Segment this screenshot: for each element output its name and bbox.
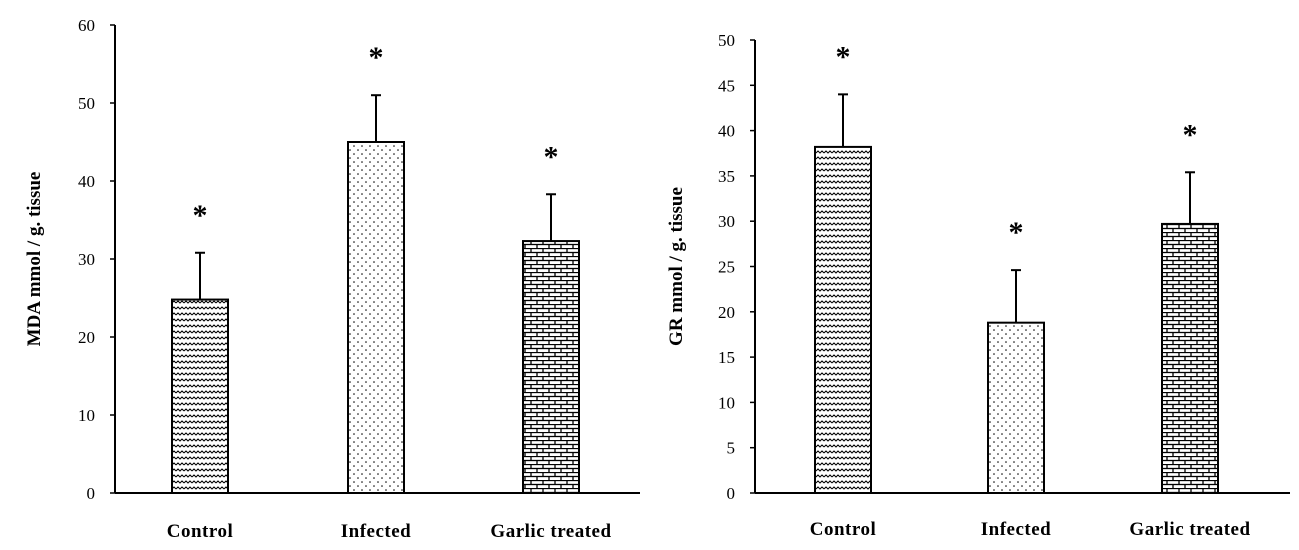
bar-garlic-treated [1161, 222, 1219, 494]
y-tick-label: 0 [87, 484, 96, 503]
y-tick-label: 40 [718, 122, 735, 141]
y-tick-label: 10 [718, 393, 735, 412]
category-label: Control [167, 521, 233, 542]
y-tick-label: 15 [718, 348, 735, 367]
bar-control [171, 298, 229, 494]
y-tick-label: 30 [78, 250, 95, 269]
significance-marker: * [1009, 216, 1024, 249]
significance-marker: * [369, 41, 384, 74]
significance-marker: * [544, 140, 559, 173]
y-tick-label: 25 [718, 258, 735, 277]
y-tick-label: 20 [78, 328, 95, 347]
category-label: Garlic treated [490, 521, 611, 542]
y-tick-label: 5 [727, 439, 736, 458]
y-tick-label: 45 [718, 76, 735, 95]
y-tick-label: 50 [78, 94, 95, 113]
bar-infected [347, 141, 405, 494]
y-tick-label: 0 [727, 484, 736, 503]
y-tick-label: 50 [718, 31, 735, 50]
category-label: Infected [981, 519, 1051, 540]
bar-control [814, 145, 872, 495]
bar-garlic-treated [522, 240, 580, 494]
y-tick-label: 35 [718, 167, 735, 186]
category-label: Garlic treated [1129, 519, 1250, 540]
y-axis-label: MDA mmol / g. tissue [24, 172, 45, 347]
y-tick-label: 60 [78, 16, 95, 35]
category-label: Control [810, 519, 876, 540]
gr-chart: 0 5 10 15 20 25 30 35 40 45 50 GR mmol / g. tissue *… [666, 31, 1290, 540]
y-tick-label: 30 [718, 212, 735, 231]
significance-marker: * [836, 40, 851, 73]
y-axis-label: GR mmol / g. tissue [666, 187, 687, 346]
significance-marker: * [1183, 118, 1198, 151]
mda-chart: 0 10 20 30 40 50 60 MDA mmol / g. tissue * Contro… [24, 16, 640, 542]
significance-marker: * [193, 199, 208, 232]
y-tick-label: 20 [718, 303, 735, 322]
category-label: Infected [341, 521, 411, 542]
y-tick-label: 40 [78, 172, 95, 191]
y-tick-label: 10 [78, 406, 95, 425]
bar-infected [987, 321, 1045, 494]
